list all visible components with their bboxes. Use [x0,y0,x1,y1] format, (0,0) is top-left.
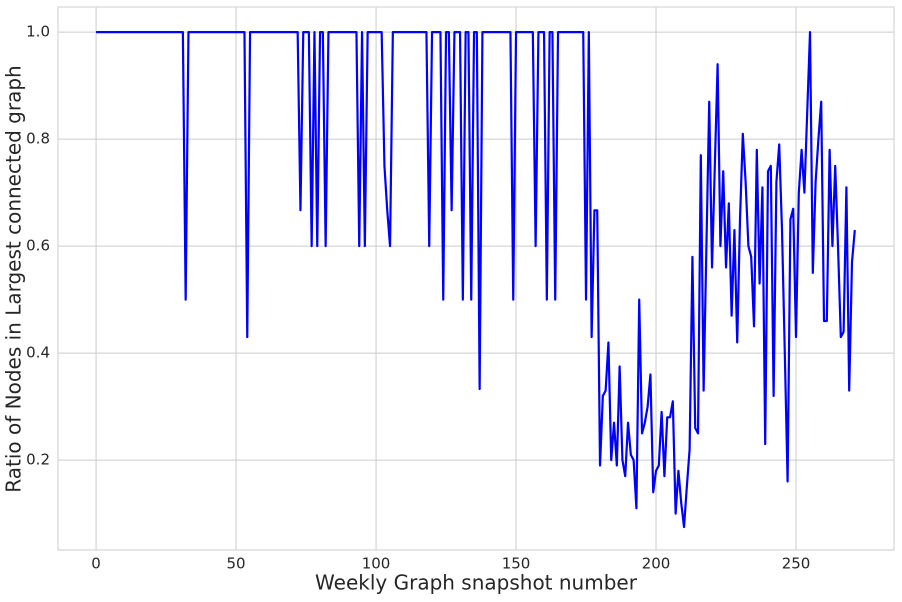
x-tick-label: 250 [782,555,811,573]
x-tick-label: 150 [502,555,531,573]
x-tick-label: 100 [362,555,391,573]
x-axis-label: Weekly Graph snapshot number [315,571,638,595]
data-line [96,31,856,529]
y-tick-label: 0.8 [26,130,50,148]
y-tick-label: 0.6 [26,237,50,255]
x-tick-label: 0 [91,555,101,573]
y-tick-label: 0.2 [26,451,50,469]
x-tick-label: 200 [642,555,671,573]
x-tick-label: 50 [227,555,246,573]
y-tick-label: 0.4 [26,344,50,362]
y-axis-label: Ratio of Nodes in Largest connected grap… [2,65,26,492]
y-tick-label: 1.0 [26,23,50,41]
plot-frame [57,6,895,551]
